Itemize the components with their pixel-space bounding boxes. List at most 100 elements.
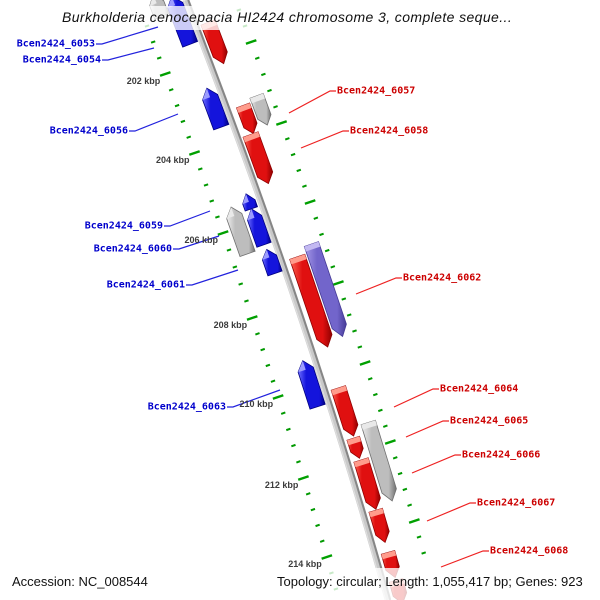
gene-arrow-7-red[interactable] [242,131,274,185]
gene-arrow-8-gray[interactable] [226,206,256,258]
gene-label-6065[interactable]: Bcen2424_6065 [450,415,529,427]
gene-3d-cap [250,93,265,104]
scale-label-202: 202 kbp [126,75,161,86]
minor-scale-tick [305,492,311,496]
gene-3d-cap [331,385,348,396]
backbone-highlight [183,0,387,600]
overlay-bands [0,6,600,600]
scale-label-214: 214 kbp [288,558,322,569]
gene-label-6059[interactable]: Bcen2424_6059 [84,220,163,232]
gene-label-6062[interactable]: Bcen2424_6062 [403,272,482,284]
gene-label-6066[interactable]: Bcen2424_6066 [462,449,541,461]
minor-scale-tick [267,88,272,93]
gene-arrow-15-red[interactable] [330,385,359,437]
status-accession: Accession: NC_008544 [12,574,148,589]
minor-scale-tick [302,184,307,188]
gene-label-6057[interactable]: Bcen2424_6057 [337,85,416,97]
gene-label-6058[interactable]: Bcen2424_6058 [350,125,429,137]
major-scale-tick [332,280,344,286]
minor-scale-tick [290,152,296,157]
gene-arrow-13-purple[interactable] [303,241,347,338]
gene-arrow-14-blue[interactable] [297,360,326,410]
gene-label-6063[interactable]: Bcen2424_6063 [147,401,226,413]
gene-3d-cap [202,88,211,100]
minor-scale-tick [255,332,260,336]
gene-3d-cap [369,508,384,518]
gene-arrow-5-red[interactable] [235,102,258,135]
scale-label-204: 204 kbp [155,154,190,165]
gene-3d-cap [243,131,260,143]
minor-scale-tick [377,408,383,413]
gene-label-6067[interactable]: Bcen2424_6067 [477,497,556,509]
minor-scale-tick [273,105,278,109]
minor-scale-tick [186,135,192,139]
leader-line-right [393,388,439,408]
minor-scale-tick [244,299,249,303]
gene-arrow-16-red[interactable] [346,435,364,459]
gene-arrow-body[interactable] [247,208,272,248]
gene-arrow-body[interactable] [368,507,390,544]
gene-arrow-17-red[interactable] [353,457,381,510]
minor-scale-tick [392,456,398,460]
major-scale-tick [217,230,229,236]
minor-scale-tick [416,535,422,539]
backbone-band [182,0,392,600]
gene-arrow-body[interactable] [330,385,359,437]
minor-scale-tick [215,215,220,219]
gene-3d-cap [361,420,377,430]
minor-scale-tick [285,427,291,432]
gene-3d-cap [304,241,321,252]
status-topology: Topology: circular; Length: 1,055,417 bp… [277,574,583,589]
minor-scale-tick [402,487,408,492]
minor-scale-tick [382,424,388,428]
leader-line-left [102,47,155,61]
leader-line-right [288,90,336,114]
gene-arrow-10-blue[interactable] [247,208,272,248]
gene-label-6060[interactable]: Bcen2424_6060 [93,243,172,255]
gene-arrow-6-gray[interactable] [249,92,272,126]
minor-scale-tick [261,72,266,77]
minor-scale-tick [346,313,352,317]
gene-label-6056[interactable]: Bcen2424_6056 [49,125,128,137]
major-scale-tick [297,475,309,481]
leader-line-left [227,389,281,408]
major-scale-tick [359,360,371,366]
major-scale-tick [321,554,333,560]
gene-label-6054[interactable]: Bcen2424_6054 [22,54,101,66]
gene-arrow-11-blue[interactable] [261,248,283,277]
minor-scale-tick [296,168,302,173]
gene-label-6061[interactable]: Bcen2424_6061 [106,279,185,291]
major-scale-tick [304,199,316,205]
gene-arrow-18-gray[interactable] [360,419,397,502]
backbone-shade [187,0,392,600]
gene-arrow-9-blue[interactable] [242,193,259,212]
gene-3d-cap [236,103,252,113]
gene-arrow-4-blue[interactable] [202,87,230,131]
gene-3d-cap [289,254,307,265]
minor-scale-tick [280,411,286,415]
gene-arrow-body[interactable] [226,206,256,258]
gene-label-6068[interactable]: Bcen2424_6068 [490,545,569,557]
gene-label-6053[interactable]: Bcen2424_6053 [16,38,95,50]
minor-scale-tick [226,248,232,252]
gene-arrow-12-red[interactable] [289,253,333,348]
gene-3d-cap [262,249,270,260]
minor-scale-tick [260,347,266,352]
gene-arrow-19-red[interactable] [368,507,390,544]
minor-scale-tick [270,379,276,383]
minor-scale-tick [367,377,373,381]
leader-line-right [440,550,489,568]
major-scale-tick [159,71,171,77]
title-band [0,6,600,30]
scale-label-206: 206 kbp [184,234,219,245]
gene-3d-cap [226,207,235,219]
minor-scale-tick [291,443,296,448]
minor-scale-tick [319,232,324,237]
gene-3d-cap [347,436,361,446]
major-scale-tick [384,439,396,445]
leader-line-left [164,210,211,227]
gene-label-6064[interactable]: Bcen2424_6064 [440,383,519,395]
gene-3d-cap [242,193,249,204]
minor-scale-tick [197,167,203,171]
